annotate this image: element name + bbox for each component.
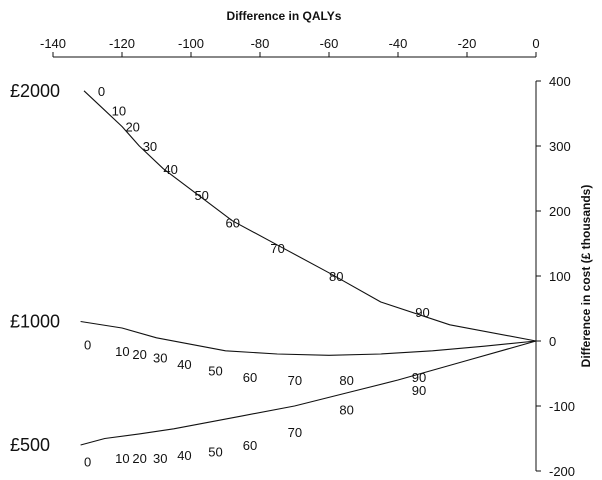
- point-label: 10: [112, 103, 126, 118]
- x-tick-label: -140: [40, 36, 66, 51]
- point-label: 50: [194, 188, 208, 203]
- axes-group: -140 -120 -100 -80 -60 -40 -20 04003002001000-1…: [40, 36, 575, 479]
- point-label: 90: [415, 305, 429, 320]
- series-1: £2000 0 10 20 30 40 50 60 70 80 90: [10, 81, 537, 342]
- point-label: 0: [84, 454, 91, 469]
- point-label: 30: [153, 451, 167, 466]
- point-label: 70: [288, 373, 302, 388]
- y-tick-label: -200: [549, 464, 575, 479]
- point-label: 40: [163, 162, 177, 177]
- x-tick-label: -100: [178, 36, 204, 51]
- y-tick-label: 100: [549, 269, 571, 284]
- y-tick-label: -100: [549, 399, 575, 414]
- series-line: [80, 320, 537, 356]
- point-label: 60: [226, 216, 240, 231]
- series-line: [83, 90, 537, 342]
- y-tick-label: 200: [549, 204, 571, 219]
- point-label: 0: [98, 84, 105, 99]
- series-name-label: £500: [10, 435, 50, 455]
- x-tick-label: -40: [389, 36, 408, 51]
- point-label: 20: [125, 120, 139, 135]
- x-tick-label: -20: [458, 36, 477, 51]
- y-axis-title: Difference in cost (£ thousands): [579, 185, 593, 368]
- y-tick-label: 300: [549, 139, 571, 154]
- point-label: 0: [84, 337, 91, 352]
- point-label: 70: [270, 241, 284, 256]
- point-label: 80: [329, 269, 343, 284]
- point-label: 60: [243, 438, 257, 453]
- x-axis-title: Difference in QALYs: [227, 9, 342, 23]
- point-label: 30: [153, 350, 167, 365]
- point-label: 80: [339, 373, 353, 388]
- y-tick-label: 0: [549, 334, 556, 349]
- point-label: 20: [132, 451, 146, 466]
- point-label: 70: [288, 425, 302, 440]
- point-label: 60: [243, 370, 257, 385]
- point-label: 20: [132, 347, 146, 362]
- x-tick-label: 0: [532, 36, 539, 51]
- point-label: 50: [208, 445, 222, 460]
- point-label: 10: [115, 344, 129, 359]
- point-label: 80: [339, 402, 353, 417]
- point-label: 40: [177, 448, 191, 463]
- point-label: 30: [143, 139, 157, 154]
- series-name-label: £1000: [10, 312, 60, 332]
- x-tick-label: -80: [251, 36, 270, 51]
- x-tick-label: -120: [109, 36, 135, 51]
- series-name-label: £2000: [10, 81, 60, 101]
- point-label: 40: [177, 357, 191, 372]
- point-label: 90: [412, 383, 426, 398]
- point-label: 50: [208, 363, 222, 378]
- point-label: 10: [115, 451, 129, 466]
- y-tick-label: 400: [549, 74, 571, 89]
- x-tick-label: -60: [320, 36, 339, 51]
- series-line: [80, 340, 537, 446]
